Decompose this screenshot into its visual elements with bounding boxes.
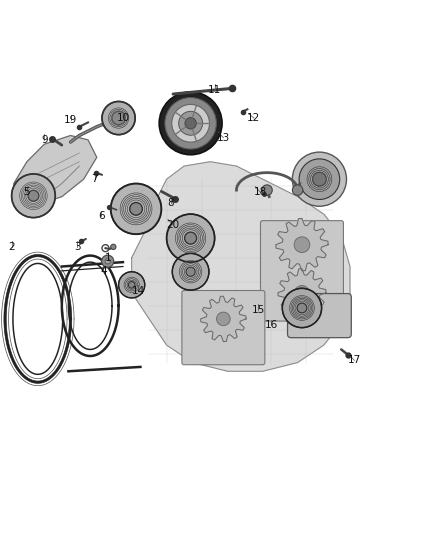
Circle shape [114, 114, 123, 122]
FancyBboxPatch shape [261, 221, 343, 321]
Text: 16: 16 [265, 320, 278, 330]
Circle shape [28, 190, 39, 201]
Text: 9: 9 [41, 135, 48, 145]
Text: 8: 8 [168, 198, 174, 208]
Polygon shape [276, 219, 328, 271]
Circle shape [165, 98, 216, 149]
Text: 3: 3 [74, 242, 81, 252]
Circle shape [216, 312, 230, 326]
Circle shape [297, 303, 307, 313]
Polygon shape [132, 161, 350, 372]
Text: 20: 20 [166, 220, 180, 230]
Text: 12: 12 [247, 113, 261, 123]
Polygon shape [278, 269, 326, 317]
Text: 14: 14 [131, 286, 145, 295]
Text: 10: 10 [117, 113, 130, 123]
Circle shape [128, 281, 135, 288]
Polygon shape [14, 135, 97, 210]
Text: 17: 17 [348, 356, 361, 365]
Circle shape [294, 237, 310, 253]
Circle shape [292, 185, 303, 195]
Circle shape [112, 111, 125, 125]
Text: 18: 18 [254, 187, 267, 197]
Circle shape [119, 272, 145, 298]
Text: 1: 1 [104, 253, 111, 263]
Circle shape [172, 253, 209, 290]
Text: 11: 11 [208, 85, 221, 95]
Circle shape [313, 172, 326, 186]
FancyBboxPatch shape [182, 290, 265, 365]
Circle shape [102, 255, 114, 268]
Circle shape [166, 214, 215, 262]
Circle shape [172, 104, 209, 142]
Circle shape [102, 101, 135, 135]
Circle shape [12, 174, 55, 217]
Circle shape [130, 203, 142, 215]
Circle shape [159, 92, 222, 155]
Circle shape [283, 288, 321, 328]
Text: 15: 15 [252, 305, 265, 315]
Text: 6: 6 [98, 211, 104, 221]
Circle shape [299, 159, 340, 199]
Text: 2: 2 [8, 242, 15, 252]
Circle shape [185, 118, 196, 129]
Circle shape [111, 183, 161, 234]
Circle shape [186, 267, 195, 276]
Circle shape [111, 244, 116, 249]
Text: 5: 5 [24, 187, 30, 197]
Text: 4: 4 [100, 266, 106, 276]
Circle shape [314, 174, 325, 184]
Text: 19: 19 [64, 115, 77, 125]
Text: 13: 13 [217, 133, 230, 143]
Circle shape [184, 232, 197, 244]
FancyBboxPatch shape [288, 294, 351, 338]
Circle shape [105, 259, 110, 264]
Circle shape [179, 111, 202, 135]
Text: 7: 7 [91, 174, 98, 184]
Circle shape [292, 152, 346, 206]
Polygon shape [201, 296, 246, 342]
Circle shape [295, 286, 309, 300]
Circle shape [262, 185, 272, 195]
